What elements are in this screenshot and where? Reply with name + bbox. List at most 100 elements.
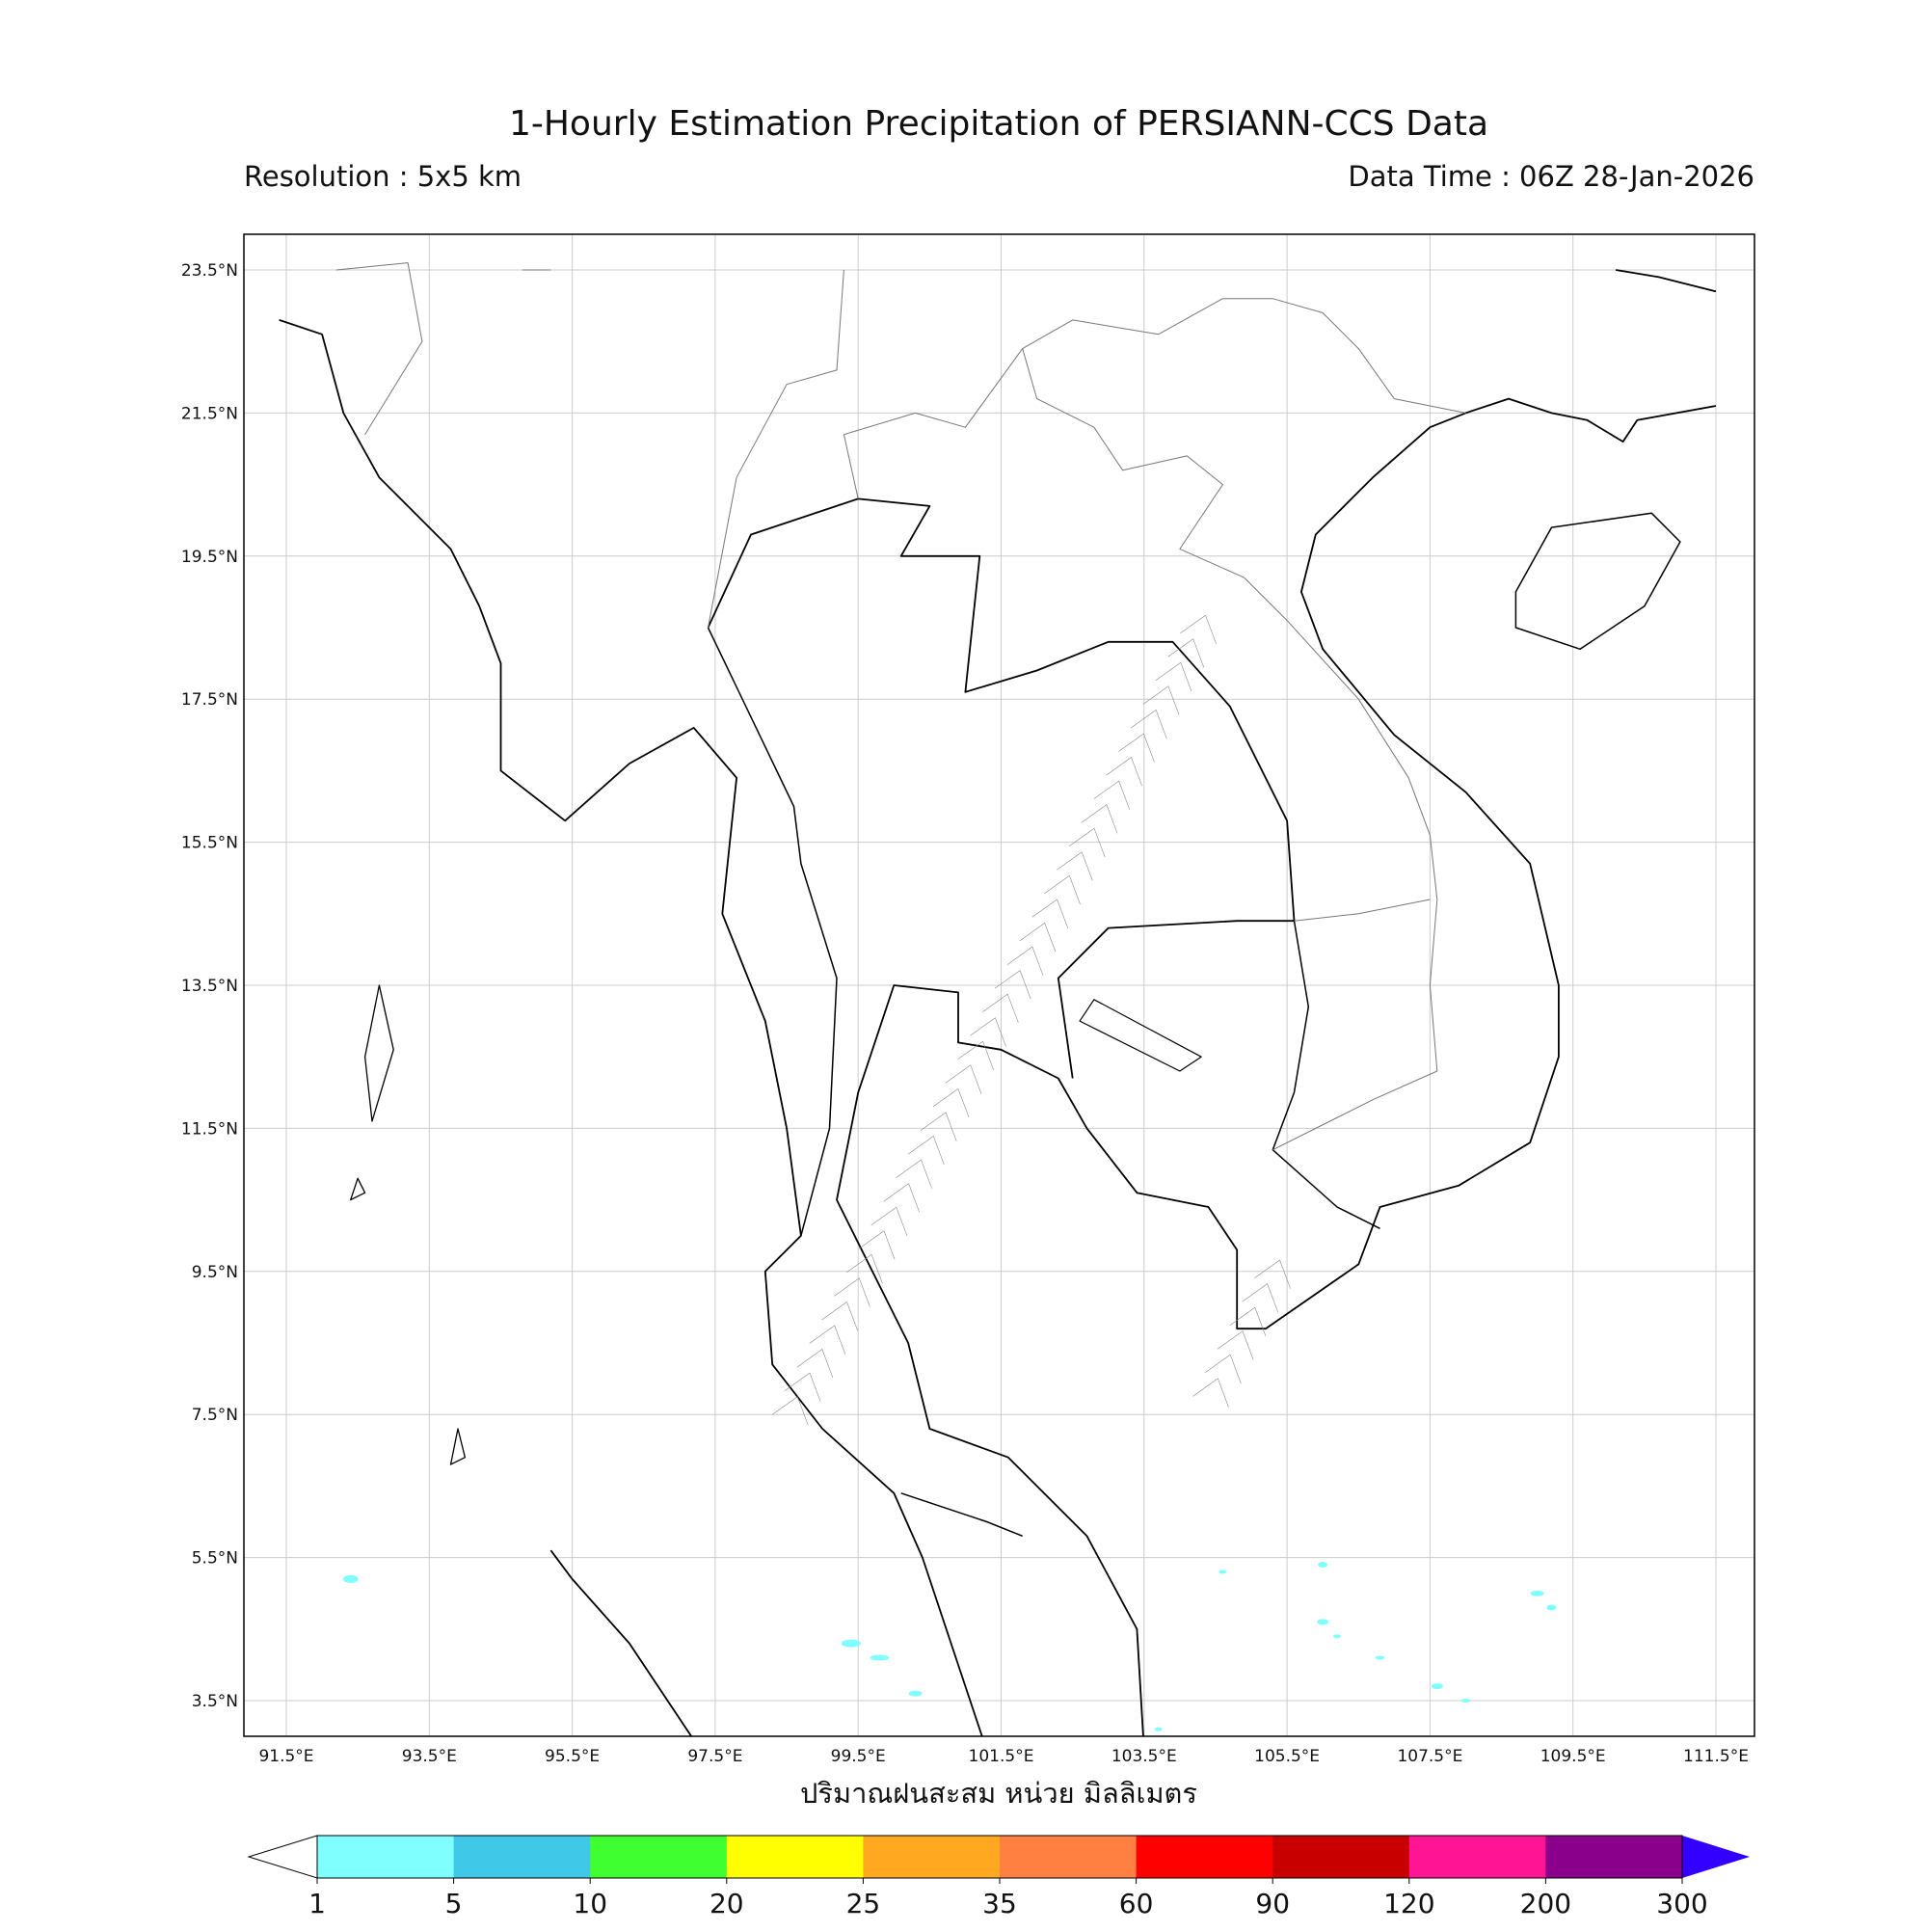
coastline: [279, 319, 983, 1736]
rain-patch: [870, 1654, 890, 1661]
province-border: [1118, 733, 1155, 763]
province-border: [970, 1017, 1006, 1047]
lon-tick-label: 101.5°E: [969, 1747, 1034, 1766]
province-border: [1155, 662, 1192, 692]
rain-patch: [1530, 1590, 1544, 1597]
border: [335, 262, 423, 435]
colorbar-under: [247, 1835, 318, 1879]
province-border: [870, 1206, 908, 1236]
lat-tick-label: 9.5°N: [192, 1263, 238, 1282]
colorbar-label: 5: [445, 1888, 463, 1919]
rain-patch: [1154, 1727, 1163, 1731]
province-border: [772, 1396, 809, 1426]
island: [350, 1177, 366, 1201]
border: [843, 298, 1466, 499]
province-border: [1180, 614, 1217, 644]
lon-tick-label: 95.5°E: [545, 1747, 600, 1766]
border: [1294, 899, 1431, 922]
colorbar-box: [1136, 1836, 1273, 1878]
province-border: [1068, 827, 1106, 858]
province-border: [982, 993, 1019, 1023]
rain-patch: [342, 1574, 359, 1583]
colorbar-label: 1: [308, 1888, 326, 1919]
province-border: [1044, 875, 1081, 905]
x-label: ปริมาณฝนสะสม หน่วย มิลลิเมตร: [800, 1777, 1197, 1810]
rain-patch: [1546, 1604, 1557, 1611]
colorbar-label: 300: [1656, 1888, 1707, 1919]
province-border: [1254, 1259, 1291, 1289]
coastline: [1616, 269, 1717, 293]
colorbar-box: [726, 1836, 864, 1878]
resolution: Resolution : 5x5 km: [244, 160, 522, 193]
island: [1514, 512, 1681, 651]
rain-patch: [1375, 1655, 1385, 1660]
lat-tick-label: 11.5°N: [181, 1119, 238, 1139]
rain-patch: [1218, 1570, 1227, 1574]
colorbar-box: [453, 1836, 591, 1878]
province-border: [796, 1349, 834, 1379]
colorbar-label: 35: [982, 1888, 1017, 1919]
province-border: [784, 1372, 821, 1402]
province-border: [883, 1183, 920, 1213]
lon-tick-label: 105.5°E: [1254, 1747, 1320, 1766]
rain-patch: [1333, 1634, 1342, 1639]
data-time: Data Time : 06Z 28-Jan-2026: [1348, 160, 1754, 193]
province-border: [1217, 1330, 1254, 1360]
lon-tick-label: 111.5°E: [1683, 1747, 1749, 1766]
colorbar-label: 25: [846, 1888, 881, 1919]
province-border: [908, 1136, 945, 1166]
island: [449, 1428, 467, 1465]
province-border: [1093, 780, 1131, 810]
lat-tick-label: 15.5°N: [181, 834, 238, 853]
colorbar-label: 200: [1520, 1888, 1571, 1919]
rain-patch: [908, 1690, 923, 1697]
lon-tick-label: 97.5°E: [687, 1747, 742, 1766]
province-border: [896, 1159, 932, 1189]
border: [1022, 348, 1438, 1151]
province-border: [1229, 1306, 1267, 1336]
province-border: [1019, 923, 1057, 953]
province-border: [1167, 638, 1205, 668]
coastline: [549, 1549, 693, 1736]
province-border: [1031, 899, 1068, 928]
island: [363, 984, 394, 1122]
province-border: [809, 1325, 846, 1355]
province-border: [1192, 1378, 1229, 1408]
province-border: [1205, 1354, 1242, 1384]
lat-tick-label: 21.5°N: [181, 404, 238, 423]
lake: [1079, 999, 1202, 1072]
river: [1272, 921, 1380, 1229]
province-border: [994, 970, 1031, 1000]
border: [708, 269, 844, 629]
colorbar-label: 20: [710, 1888, 744, 1919]
province-border: [834, 1277, 870, 1307]
province-border: [821, 1301, 858, 1331]
lat-tick-label: 17.5°N: [181, 690, 238, 710]
province-border: [1006, 946, 1044, 976]
lat-tick-label: 5.5°N: [192, 1549, 238, 1569]
lon-tick-label: 107.5°E: [1397, 1747, 1462, 1766]
rain-patch: [1460, 1699, 1471, 1703]
national-border: [707, 627, 838, 1236]
province-border: [1131, 710, 1167, 739]
colorbar-label: 60: [1119, 1888, 1154, 1919]
province-border: [846, 1254, 883, 1284]
province-border: [1242, 1283, 1279, 1313]
province-border: [858, 1230, 896, 1260]
rain-patch: [1431, 1683, 1443, 1690]
colorbar-box: [317, 1836, 455, 1878]
lat-tick-label: 19.5°N: [181, 548, 238, 567]
coastline: [836, 397, 1717, 1736]
province-border: [921, 1112, 957, 1141]
province-border: [1081, 804, 1118, 834]
province-border: [945, 1064, 982, 1094]
lat-tick-label: 23.5°N: [181, 261, 238, 281]
colorbar-box: [1000, 1836, 1138, 1878]
title: 1-Hourly Estimation Precipitation of PER…: [509, 104, 1488, 144]
rain-patch: [841, 1639, 861, 1648]
lon-tick-label: 109.5°E: [1540, 1747, 1606, 1766]
colorbar-label: 120: [1383, 1888, 1434, 1919]
colorbar: 1 5 10 20 25 35 60 90 120 200 300: [247, 1835, 1750, 1919]
province-border: [1106, 757, 1142, 787]
